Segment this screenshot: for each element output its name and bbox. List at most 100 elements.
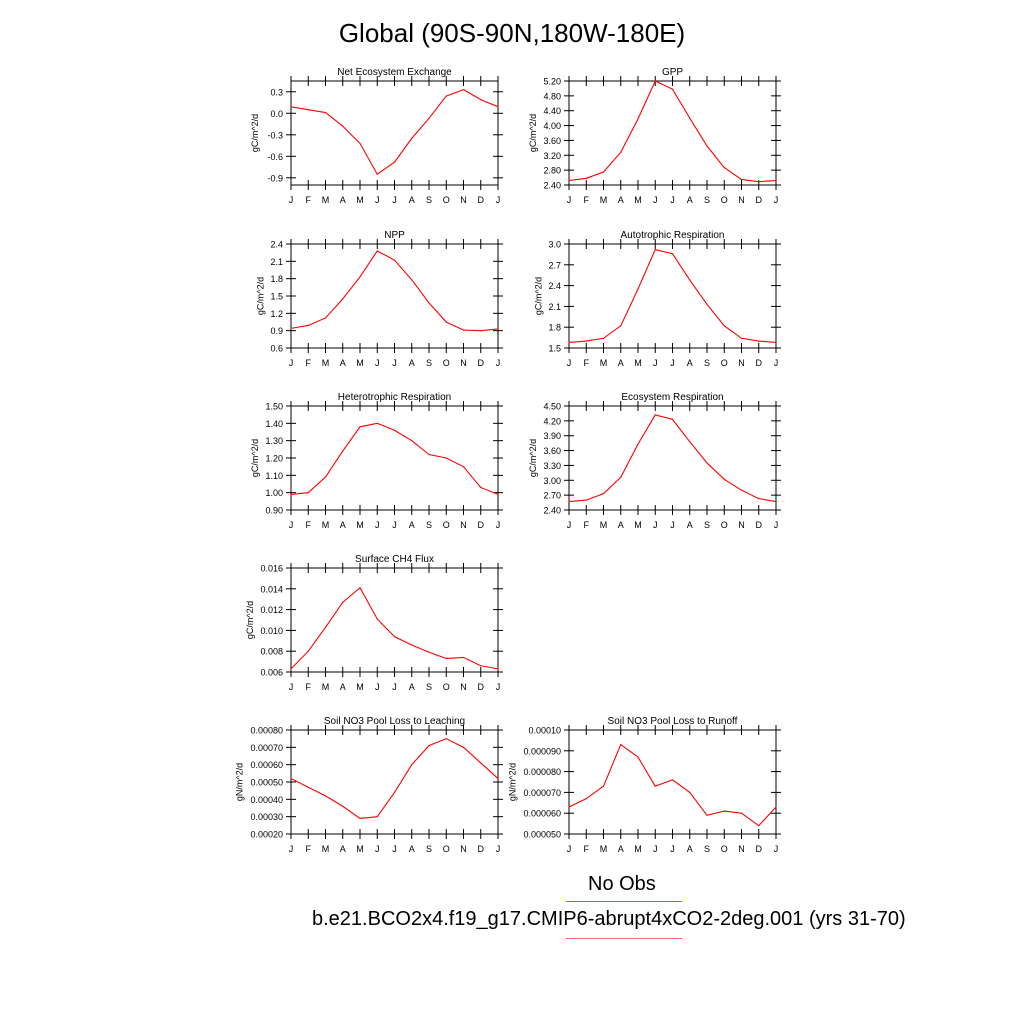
y-axis-label: gC/m^2/d: [250, 439, 260, 477]
data-point: [307, 324, 309, 327]
x-tick-label: M: [322, 358, 330, 368]
x-tick-label: J: [392, 844, 397, 854]
x-tick-label: A: [409, 682, 415, 692]
y-tick-label: 1.10: [265, 471, 283, 481]
x-tick-label: D: [478, 844, 485, 854]
data-point: [480, 486, 482, 489]
data-point: [462, 746, 465, 748]
data-point: [428, 117, 430, 119]
data-point: [740, 812, 743, 814]
x-tick-label: F: [306, 844, 312, 854]
y-tick-label: 0.012: [260, 605, 283, 615]
x-tick-label: M: [600, 195, 608, 205]
data-point: [620, 743, 622, 746]
x-tick-label: J: [496, 358, 501, 368]
x-tick-label: A: [687, 358, 693, 368]
panel-title: Soil NO3 Pool Loss to Leaching: [324, 716, 465, 727]
x-tick-label: M: [356, 682, 364, 692]
data-point: [689, 791, 691, 794]
data-point: [393, 636, 396, 638]
x-tick-label: M: [634, 844, 642, 854]
y-tick-label: 1.30: [265, 436, 283, 446]
x-tick-label: O: [721, 520, 728, 530]
x-tick-label: F: [584, 844, 590, 854]
y-axis-label: gC/m^2/d: [250, 114, 260, 152]
x-tick-label: S: [426, 195, 432, 205]
data-point: [428, 745, 430, 747]
data-point: [307, 786, 309, 788]
x-tick-label: J: [496, 520, 501, 530]
data-point: [445, 95, 447, 97]
x-tick-label: J: [289, 358, 294, 368]
data-point: [758, 498, 760, 500]
data-point: [602, 493, 605, 495]
y-tick-label: 1.20: [265, 454, 283, 464]
plot-frame: [568, 80, 777, 186]
panel-title: Autotrophic Respiration: [621, 230, 725, 241]
y-tick-label: 2.70: [543, 491, 561, 501]
panel-title: Soil NO3 Pool Loss to Runoff: [608, 716, 738, 727]
data-point: [307, 492, 309, 494]
data-point: [620, 325, 622, 327]
x-tick-label: M: [356, 844, 364, 854]
x-tick-label: J: [392, 358, 397, 368]
data-point: [342, 805, 344, 807]
data-point: [758, 825, 760, 827]
x-tick-label: A: [687, 195, 693, 205]
data-point: [324, 111, 327, 114]
x-tick-label: N: [460, 195, 467, 205]
figure-title: Global (90S-90N,180W-180E): [338, 18, 686, 48]
data-point: [706, 303, 708, 305]
x-tick-label: A: [618, 195, 624, 205]
x-tick-label: A: [409, 358, 415, 368]
data-point: [740, 337, 743, 339]
y-axis-label: gN/m^2/d: [507, 763, 517, 801]
y-tick-label: 3.20: [543, 151, 561, 161]
y-tick-label: 0.000080: [523, 767, 561, 777]
data-point: [671, 418, 674, 420]
x-tick-label: M: [356, 520, 364, 530]
x-tick-label: A: [618, 520, 624, 530]
data-point: [654, 414, 656, 416]
y-tick-label: 0.00040: [250, 795, 283, 805]
data-point: [620, 476, 622, 478]
x-tick-label: D: [478, 358, 485, 368]
y-tick-label: 0.00030: [250, 812, 283, 822]
data-point: [324, 626, 327, 628]
x-tick-label: S: [704, 520, 710, 530]
legend-label-no-obs: No Obs: [588, 873, 656, 895]
x-tick-label: N: [460, 844, 467, 854]
y-tick-label: 3.0: [548, 240, 561, 250]
x-tick-label: F: [584, 195, 590, 205]
y-tick-label: -0.6: [267, 152, 283, 162]
x-tick-label: J: [375, 358, 380, 368]
data-point: [393, 791, 396, 794]
data-point: [376, 816, 378, 818]
data-point: [342, 601, 344, 603]
y-tick-label: 2.1: [270, 257, 283, 267]
data-point: [740, 489, 743, 491]
x-tick-label: O: [721, 358, 728, 368]
data-point: [359, 276, 361, 278]
data-point: [359, 587, 361, 589]
x-tick-label: O: [443, 682, 450, 692]
y-tick-label: 1.2: [270, 309, 283, 319]
data-point: [307, 109, 309, 111]
x-tick-label: M: [634, 195, 642, 205]
x-tick-label: J: [670, 844, 675, 854]
y-tick-label: 1.8: [270, 274, 283, 284]
x-tick-label: S: [704, 844, 710, 854]
data-point: [723, 166, 725, 169]
data-point: [480, 99, 482, 101]
x-tick-label: J: [289, 682, 294, 692]
x-tick-label: N: [460, 682, 467, 692]
x-tick-label: J: [496, 682, 501, 692]
x-tick-label: F: [306, 358, 312, 368]
panel-title: Net Ecosystem Exchange: [337, 67, 452, 78]
x-tick-label: M: [600, 358, 608, 368]
panel-title: NPP: [384, 230, 405, 241]
y-tick-label: 0.00060: [250, 760, 283, 770]
